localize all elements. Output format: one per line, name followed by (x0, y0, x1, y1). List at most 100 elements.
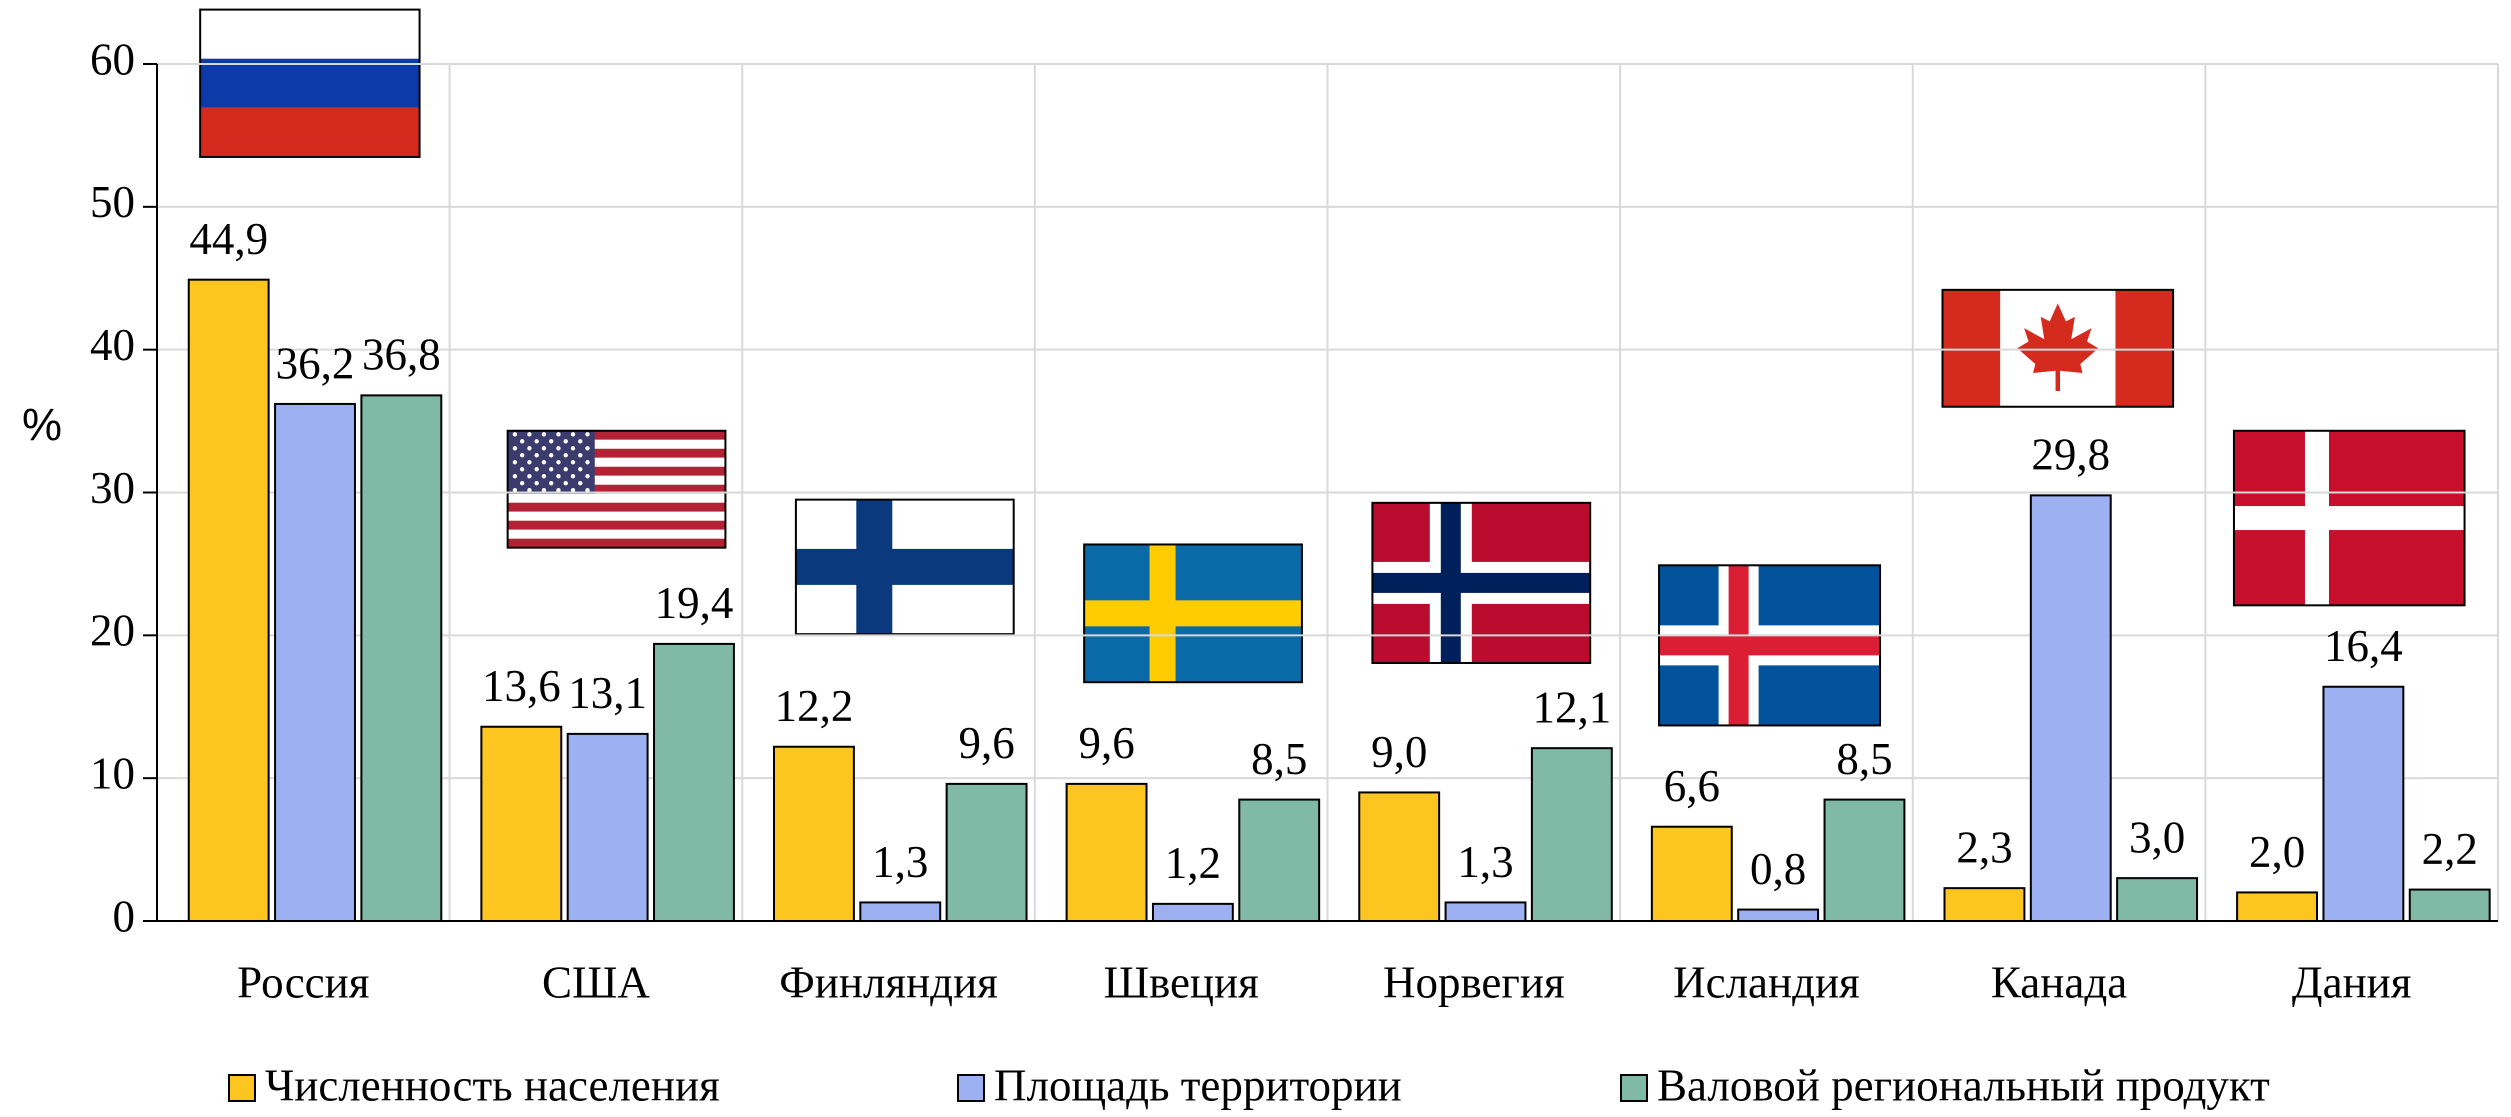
flag-part (512, 474, 518, 479)
flag-border (506, 429, 727, 549)
value-label: 3,0 (2129, 812, 2185, 862)
flag-part (507, 466, 726, 476)
flag-part (585, 432, 590, 437)
flag-part (507, 520, 726, 530)
flag-part (2017, 303, 2099, 392)
bar (945, 782, 1028, 922)
x-tick-label: Швеция (1104, 957, 1259, 1007)
y-tick-label: 30 (90, 463, 135, 513)
flag-part (512, 488, 518, 493)
y-tick-label: 10 (90, 748, 135, 798)
flag-part (200, 58, 420, 108)
flag-part (578, 481, 583, 486)
bar (2236, 891, 2319, 923)
value-label: 9,6 (1078, 718, 1134, 768)
value-label: 8,5 (1251, 734, 1307, 784)
flag-part (556, 446, 561, 451)
x-tick-label: США (542, 957, 650, 1007)
x-tick-label: Исландия (1673, 957, 1860, 1007)
value-label: 29,8 (2031, 430, 2110, 480)
bar (772, 745, 855, 923)
flag-part (534, 467, 539, 472)
flag-part (512, 432, 518, 437)
flag-part (541, 488, 547, 493)
flag-part (519, 467, 525, 472)
flag-part (507, 538, 726, 548)
x-tick-label: Россия (237, 957, 369, 1007)
flag-part (512, 446, 518, 451)
flag-part (556, 460, 561, 465)
legend-marker (228, 1074, 256, 1102)
value-label: 19,4 (655, 578, 734, 628)
value-label: 36,2 (276, 338, 355, 388)
flag-part (527, 432, 532, 437)
bar (1823, 798, 1906, 923)
x-tick-label: Финляндия (779, 957, 998, 1007)
bar (1151, 902, 1234, 922)
value-label: 16,4 (2324, 621, 2403, 671)
flag-part (570, 460, 576, 465)
value-label: 2,3 (1956, 822, 2012, 872)
flag-part (527, 446, 532, 451)
flag-part (795, 548, 1014, 585)
flag-part (512, 460, 518, 465)
flag-part (541, 460, 547, 465)
value-label: 6,6 (1664, 761, 1720, 811)
bar (360, 394, 443, 922)
flag-border (1083, 543, 1303, 684)
value-label: 2,0 (2249, 827, 2305, 877)
bar (1737, 908, 1820, 922)
flag-part (534, 439, 539, 444)
value-label: 1,2 (1165, 838, 1221, 888)
flag-part (200, 9, 420, 59)
y-tick-label: 0 (113, 891, 136, 941)
bar (1943, 887, 2026, 922)
value-label: 12,2 (775, 681, 854, 731)
bar (187, 278, 270, 922)
flag-border (2232, 429, 2466, 607)
flag-part (507, 475, 726, 485)
bar (1065, 782, 1148, 922)
bar (2116, 877, 2199, 923)
value-label: 44,9 (189, 214, 268, 264)
flag-part (541, 432, 547, 437)
flag-part (585, 446, 590, 451)
value-label: 36,8 (362, 330, 441, 380)
bar (566, 732, 649, 922)
flag-part (563, 439, 568, 444)
bar (2322, 685, 2405, 923)
flag-border (1371, 501, 1592, 664)
flag-part (556, 474, 561, 479)
value-label: 9,0 (1371, 727, 1427, 777)
flag-part (570, 432, 576, 437)
bar (1358, 791, 1441, 923)
flag-part (527, 460, 532, 465)
flag-part (578, 439, 583, 444)
bar (274, 402, 356, 922)
flags (199, 8, 2466, 727)
y-tick-label: 40 (90, 320, 135, 370)
flag-part (585, 460, 590, 465)
flag-part (556, 432, 561, 437)
value-label: 2,2 (2422, 824, 2478, 874)
flag-part (570, 474, 576, 479)
flag-part (534, 481, 539, 486)
flag-part (549, 453, 554, 458)
flag-part (507, 448, 726, 458)
flag-part (570, 446, 576, 451)
flag-part (1659, 635, 1881, 656)
legend-label: Численность населения (265, 1060, 720, 1110)
flag-part (507, 439, 726, 449)
flag-part (578, 467, 583, 472)
flag-part (585, 488, 590, 493)
bar (653, 642, 735, 922)
flag-part (556, 488, 561, 493)
bar (1238, 798, 1321, 923)
flag-part (563, 453, 568, 458)
bar (1444, 901, 1527, 922)
flag-part (570, 488, 576, 493)
flag-part (2233, 506, 2465, 531)
flag-border (1941, 288, 2175, 408)
legend-label: Площадь территории (994, 1060, 1402, 1110)
